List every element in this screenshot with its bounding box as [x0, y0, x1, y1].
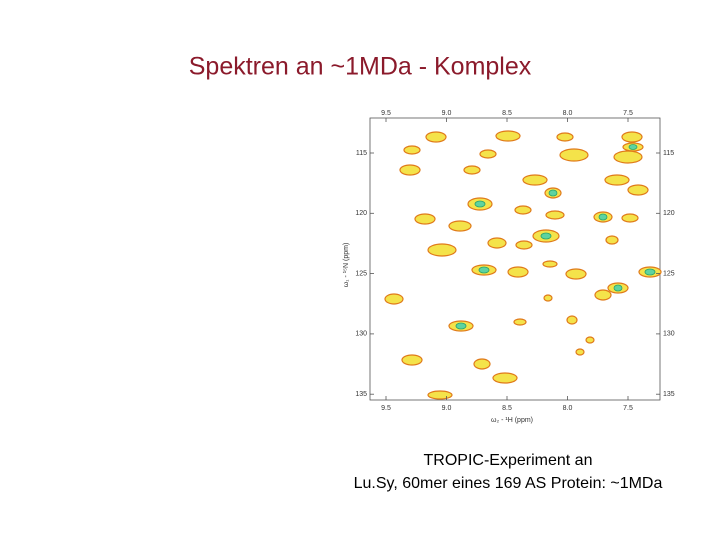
x-tick-label: 8.5	[502, 405, 512, 412]
peak	[479, 149, 497, 159]
peak	[545, 210, 565, 220]
peak	[384, 293, 404, 305]
x-tick-label: 9.5	[381, 110, 391, 117]
peak	[495, 130, 521, 142]
spectrum-figure: ω₂ - ¹H (ppm) ω₁ - ¹⁵N (ppm) 9.5 9.5 9.0 9.…	[343, 110, 675, 424]
peak	[566, 315, 578, 325]
y-tick-label: 115	[663, 150, 674, 157]
plot-frame	[369, 117, 661, 401]
peak-core	[613, 284, 623, 292]
y-tick-label: 120	[663, 210, 675, 217]
y-tick-label: 130	[355, 331, 367, 338]
y-tick-label: 135	[663, 391, 675, 398]
peak-core	[455, 322, 467, 330]
peaks	[384, 130, 662, 400]
peak	[604, 174, 630, 186]
y-tick-label: 135	[355, 391, 367, 398]
peak	[427, 390, 453, 400]
peak	[621, 131, 643, 143]
peak	[463, 165, 481, 175]
peak-core	[474, 200, 486, 208]
x-tick-label: 9.0	[442, 110, 452, 117]
x-tick-label: 9.5	[381, 405, 391, 412]
peak-core	[628, 144, 638, 150]
peak	[507, 266, 529, 278]
y-tick-label: 125	[663, 270, 675, 277]
peak	[542, 260, 558, 268]
peak	[473, 358, 491, 370]
peak	[401, 354, 423, 366]
peak	[448, 220, 472, 232]
peak	[487, 237, 507, 249]
peak	[425, 131, 447, 143]
peak	[515, 240, 533, 250]
x-tick-label: 8.0	[563, 110, 573, 117]
peak	[522, 174, 548, 186]
x-tick-label: 7.5	[623, 405, 633, 412]
y-axis-label: ω₁ - ¹⁵N (ppm)	[343, 243, 350, 288]
x-axis-label: ω₂ - ¹H (ppm)	[491, 417, 533, 424]
peak-core	[548, 189, 558, 197]
peak	[427, 243, 457, 257]
peak	[621, 213, 639, 223]
peak	[543, 294, 553, 302]
peak-core	[478, 266, 490, 274]
peak	[565, 268, 587, 280]
peak	[556, 132, 574, 142]
peak-core	[540, 232, 552, 240]
x-tick-label: 8.0	[563, 405, 573, 412]
y-tick-label: 115	[356, 150, 367, 157]
peak	[399, 164, 421, 176]
peak	[559, 148, 589, 162]
peak	[594, 289, 612, 301]
peak	[492, 372, 518, 384]
peak	[403, 145, 421, 155]
y-tick-label: 125	[355, 270, 367, 277]
slide-title: Spektren an ~1MDa - Komplex	[189, 53, 532, 81]
x-tick-label: 7.5	[623, 110, 633, 117]
peak	[414, 213, 436, 225]
caption-line: Lu.Sy, 60mer eines 169 AS Protein: ~1MDa	[354, 475, 663, 492]
peak-core	[598, 213, 608, 221]
x-tick-label: 9.0	[442, 405, 452, 412]
y-tick-label: 130	[663, 331, 675, 338]
peak	[613, 150, 643, 164]
caption-line: TROPIC-Experiment an	[424, 452, 593, 469]
x-tick-label: 8.5	[502, 110, 512, 117]
peak	[627, 184, 649, 196]
peak	[605, 235, 619, 245]
peak	[585, 336, 595, 344]
peak	[513, 318, 527, 326]
peak-core	[644, 268, 656, 276]
peak	[514, 205, 532, 215]
y-tick-label: 120	[355, 210, 367, 217]
peak	[575, 348, 585, 356]
